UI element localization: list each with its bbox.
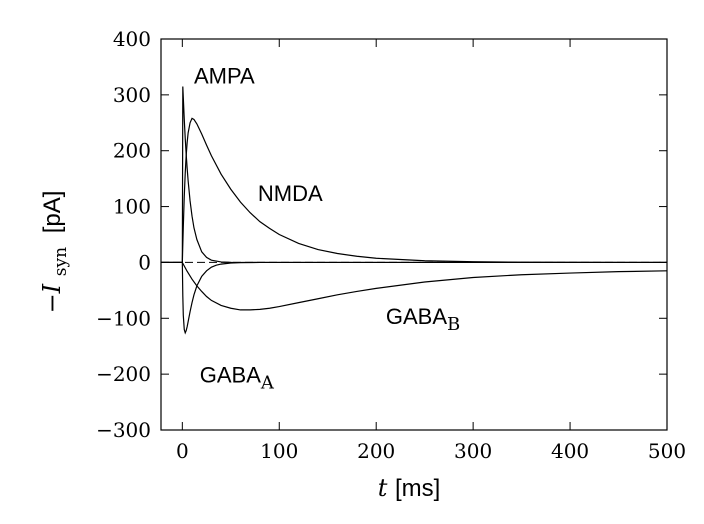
series-nmda-label: NMDA xyxy=(258,181,323,206)
x-tick-label: 300 xyxy=(454,439,492,463)
y-axis-var: −I xyxy=(38,283,66,313)
series-labels: AMPA NMDA GABAA GABAB xyxy=(194,64,460,394)
x-tick-label: 400 xyxy=(551,439,589,463)
x-ticks: 0 100 200 300 400 500 xyxy=(176,39,686,463)
series-ampa-label: AMPA xyxy=(194,64,255,89)
series-nmda-line xyxy=(161,117,667,264)
y-tick-label: 400 xyxy=(113,27,151,51)
x-axis-unit: [ms] xyxy=(395,475,440,502)
y-axis-title: −I syn [pA] xyxy=(38,191,72,314)
x-tick-label: 100 xyxy=(260,439,298,463)
curves-layer xyxy=(161,86,668,335)
y-axis-sub: syn xyxy=(51,247,71,276)
series-gaba-a-line xyxy=(161,261,667,335)
x-axis-title: t [ms] xyxy=(378,474,441,502)
series-gaba-b-label: GABAB xyxy=(386,304,460,335)
x-tick-label: 0 xyxy=(176,439,189,463)
y-tick-label: 0 xyxy=(138,250,151,274)
x-tick-label: 500 xyxy=(648,439,686,463)
y-axis-unit: [pA] xyxy=(39,191,66,234)
y-ticks: 400 300 200 100 0 −100 −200 −300 xyxy=(96,27,667,442)
series-gaba-b-line xyxy=(161,261,668,311)
y-tick-label: 200 xyxy=(113,139,151,163)
plot-frame xyxy=(160,38,668,431)
y-tick-label: −100 xyxy=(96,306,151,330)
x-axis-var: t xyxy=(378,474,388,502)
y-tick-label: −300 xyxy=(96,418,151,442)
x-tick-label: 200 xyxy=(357,439,395,463)
y-tick-label: −200 xyxy=(96,362,151,386)
series-ampa-line xyxy=(161,86,667,264)
series-gaba-a-label: GABAA xyxy=(200,363,275,394)
y-tick-label: 100 xyxy=(113,195,151,219)
y-tick-label: 300 xyxy=(113,83,151,107)
